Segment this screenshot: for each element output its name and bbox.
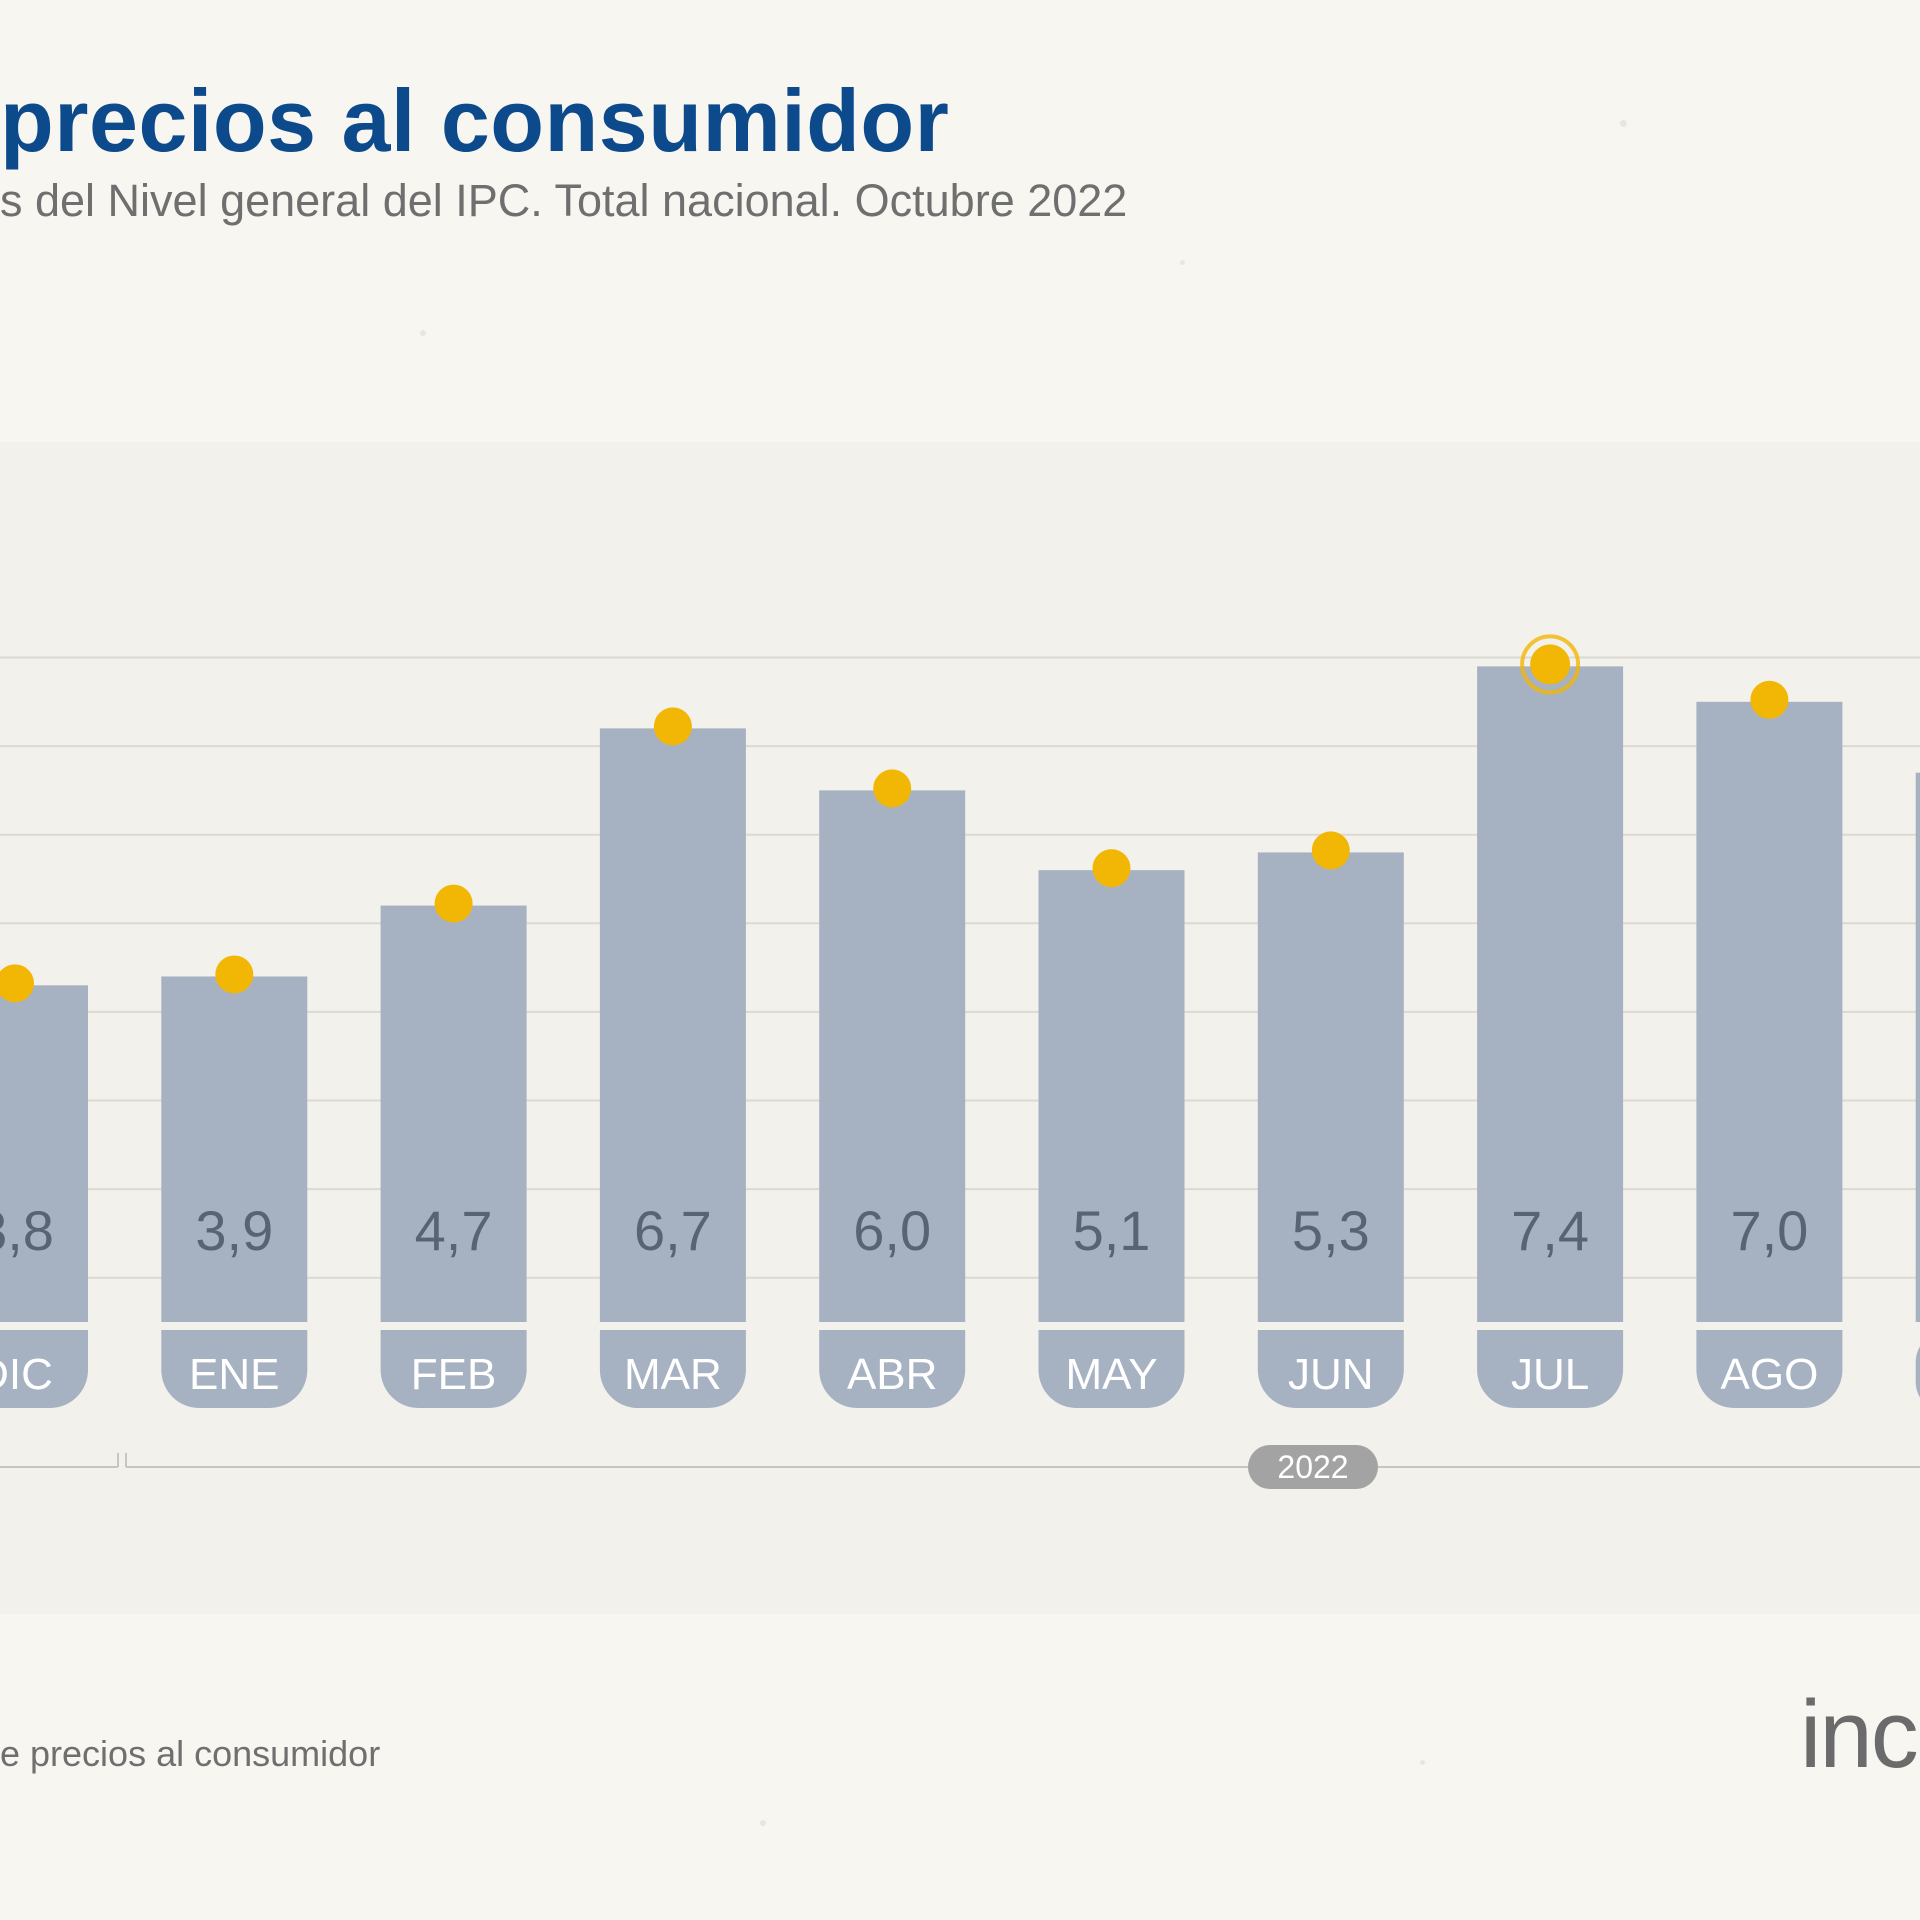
value-marker — [0, 964, 34, 1003]
value-marker — [215, 955, 254, 994]
month-label-bg — [819, 1330, 966, 1408]
source-note: e precios al consumidor — [0, 1733, 381, 1774]
month-label-bg — [1038, 1330, 1185, 1408]
value-marker — [873, 769, 912, 808]
bar-value-label: 5,3 — [1292, 1199, 1370, 1262]
month-label-bg-partial — [1915, 1346, 1920, 1398]
ine-logo: inc — [1800, 1681, 1919, 1788]
value-marker — [434, 884, 473, 923]
value-marker — [1092, 849, 1131, 888]
bar-partial — [1915, 772, 1920, 1322]
bar-ene — [161, 976, 308, 1322]
month-label-bg — [0, 1330, 88, 1408]
month-label: ABR — [847, 1350, 937, 1399]
bar-may — [1038, 870, 1185, 1322]
background-speck — [1420, 1760, 1425, 1765]
bar-jul — [1477, 666, 1624, 1322]
value-marker — [653, 707, 692, 746]
bar-value-label: 6,0 — [853, 1199, 931, 1262]
bar-value-label: 3,8 — [0, 1199, 54, 1262]
month-label: FEB — [411, 1350, 497, 1399]
month-label: JUL — [1511, 1350, 1589, 1399]
value-marker — [1311, 831, 1350, 870]
bar-value-label: 6,7 — [634, 1199, 712, 1262]
month-label: DIC — [0, 1350, 53, 1399]
bar-ago — [1696, 701, 1843, 1322]
background-speck — [420, 330, 426, 336]
bar-abr — [819, 790, 966, 1322]
month-label-bg — [380, 1330, 527, 1408]
year-badge — [1248, 1445, 1378, 1489]
page-subtitle: s del Nivel general del IPC. Total nacio… — [0, 175, 1128, 226]
background-speck — [1180, 260, 1185, 265]
page-title: precios al consumidor — [0, 71, 950, 170]
bar-mar — [599, 728, 746, 1322]
bar-value-label: 4,7 — [415, 1199, 493, 1262]
year-label: 2022 — [1277, 1449, 1348, 1485]
month-label-bg — [599, 1330, 746, 1408]
bar-value-label: 5,1 — [1073, 1199, 1151, 1262]
background-speck — [760, 1820, 766, 1826]
bar-jun — [1257, 852, 1404, 1322]
bar-dic — [0, 985, 88, 1322]
month-label: ENE — [189, 1350, 279, 1399]
bar-value-label: 7,4 — [1511, 1199, 1589, 1262]
bar-value-label: 7,0 — [1730, 1199, 1808, 1262]
value-marker — [1750, 680, 1789, 719]
month-label-bg — [161, 1330, 308, 1408]
highlight-marker — [1530, 644, 1571, 685]
month-label: JUN — [1288, 1350, 1374, 1399]
month-label: MAY — [1065, 1350, 1157, 1399]
highlight-marker-ring — [1520, 634, 1581, 695]
month-label: MAR — [624, 1350, 722, 1399]
bar-value-label: 3,9 — [195, 1199, 273, 1262]
month-label-bg — [1696, 1330, 1843, 1408]
month-label-bg — [1477, 1330, 1624, 1408]
background-speck — [1620, 120, 1627, 127]
month-label-bg — [1257, 1330, 1404, 1408]
month-label: AGO — [1721, 1350, 1819, 1399]
bar-feb — [380, 905, 527, 1322]
